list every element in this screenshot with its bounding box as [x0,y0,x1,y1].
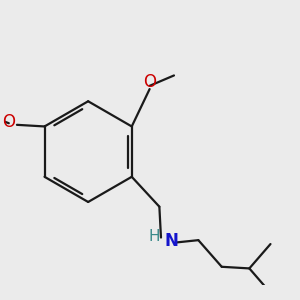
Text: O: O [143,73,156,91]
Text: H: H [148,229,160,244]
Text: O: O [2,112,15,130]
Text: N: N [164,232,178,250]
